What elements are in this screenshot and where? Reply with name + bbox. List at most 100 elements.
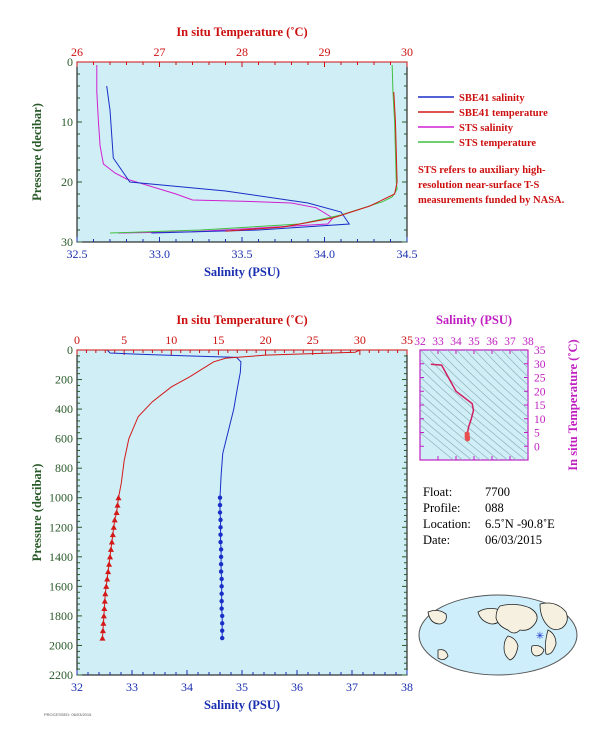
- bottom-pressure-tick-label: 1800: [49, 609, 73, 623]
- ts-density-contour: [474, 350, 528, 402]
- legend-label: SBE41 salinity: [459, 93, 525, 104]
- bottom-salinity-tick-label: 33: [126, 680, 138, 694]
- float-row: Float: 7700: [423, 484, 555, 500]
- bottom-series-line: [117, 349, 361, 498]
- map-land: [495, 604, 538, 634]
- top-temp-axis-title: In situ Temperature (˚C): [176, 25, 307, 39]
- bottom-temp-tick-label: 20: [260, 333, 272, 347]
- top-pressure-tick-label: 30: [61, 235, 73, 249]
- ts-density-contour: [420, 424, 464, 460]
- date-value: 06/03/2015: [485, 533, 542, 547]
- ts-temp-axis-title: In situ Temperature (˚C): [566, 339, 580, 470]
- bottom-pressure-tick-label: 1600: [49, 579, 73, 593]
- date-row: Date: 06/03/2015: [423, 532, 555, 548]
- top-series-line: [106, 85, 351, 234]
- ts-density-contour: [510, 350, 528, 369]
- ts-density-contour: [420, 376, 518, 460]
- bottom-pressure-tick-label: 2200: [49, 668, 73, 682]
- legend-label: SBE41 temperature: [459, 108, 548, 119]
- bottom-series-line: [106, 349, 242, 498]
- ts-density-contour: [492, 350, 528, 386]
- top-pressure-tick-label: 10: [61, 115, 73, 129]
- bottom-pressure-tick-label: 200: [55, 373, 73, 387]
- float-label: Float:: [423, 485, 453, 499]
- location-label: Location:: [423, 517, 471, 531]
- ts-temp-tick-label: 30: [534, 359, 546, 371]
- bottom-series-marker: [217, 495, 223, 500]
- bottom-pressure-tick-label: 800: [55, 461, 73, 475]
- top-temp-tick-label: 26: [71, 45, 83, 59]
- profile-label: Profile:: [423, 501, 461, 515]
- date-label: Date:: [423, 533, 451, 547]
- bottom-salinity-tick-label: 34: [181, 680, 193, 694]
- top-salinity-tick-label: 34.0: [314, 247, 335, 261]
- ts-temp-tick-label: 20: [534, 386, 546, 398]
- ts-salinity-tick-label: 36: [486, 336, 498, 348]
- ts-density-contour: [465, 350, 528, 410]
- top-plot-area: [76, 61, 408, 243]
- bottom-series-line: [219, 497, 223, 639]
- ts-density-contour: [420, 416, 473, 460]
- bottom-series-marker: [115, 494, 122, 501]
- bottom-pressure-axis-title: Pressure (decibar): [30, 464, 44, 562]
- ts-density-contours: [420, 350, 528, 460]
- ts-density-contour: [420, 384, 509, 460]
- ts-temp-tick-label: 0: [534, 441, 540, 453]
- ts-temp-tick-label: 35: [534, 345, 546, 357]
- ts-salinity-tick-label: 33: [432, 336, 444, 348]
- bottom-temp-tick-label: 0: [74, 333, 80, 347]
- bottom-series-line: [101, 497, 119, 639]
- map-land: [544, 629, 557, 655]
- ts-salinity-tick-label: 38: [522, 336, 534, 348]
- bottom-pressure-tick-label: 1200: [49, 520, 73, 534]
- ts-density-contour: [420, 408, 482, 460]
- map-land: [503, 635, 519, 661]
- ts-density-contour: [420, 431, 455, 460]
- profile-value: 088: [485, 501, 504, 515]
- map-land: [539, 602, 568, 630]
- bottom-salinity-tick-label: 36: [291, 680, 303, 694]
- bottom-pressure-tick-label: 0: [67, 343, 73, 357]
- bottom-salinity-tick-label: 38: [401, 680, 413, 694]
- legend-label: STS temperature: [459, 138, 536, 149]
- float-location-marker: ✳: [536, 631, 544, 642]
- ts-density-contour: [483, 350, 528, 394]
- ts-salinity-tick-label: 32: [414, 336, 426, 348]
- ts-salinity-axis-title: Salinity (PSU): [436, 313, 512, 327]
- top-series-line: [225, 91, 398, 232]
- bottom-pressure-tick-label: 400: [55, 402, 73, 416]
- ts-salinity-tick-label: 35: [468, 336, 480, 348]
- ts-density-contour: [420, 392, 500, 460]
- ts-temp-tick-label: 5: [534, 428, 540, 440]
- location-map: ✳: [418, 594, 578, 676]
- location-value: 6.5˚N -90.8˚E: [485, 517, 555, 531]
- ts-density-contour: [438, 350, 528, 433]
- location-row: Location: 6.5˚N -90.8˚E: [423, 516, 555, 532]
- top-pressure-axis-title: Pressure (decibar): [30, 103, 44, 201]
- ts-density-contour: [420, 358, 528, 456]
- top-series-line: [96, 65, 334, 234]
- ts-density-contour: [420, 367, 527, 460]
- bottom-salinity-tick-label: 32: [71, 680, 83, 694]
- bottom-plot-area: [76, 349, 408, 676]
- top-pressure-tick-label: 0: [67, 55, 73, 69]
- ts-salinity-tick-label: 37: [504, 336, 516, 348]
- processing-credit: PROCESSED: 06/03/2015: [44, 712, 92, 717]
- ts-salinity-tick-label: 34: [450, 336, 462, 348]
- bottom-temp-axis-title: In situ Temperature (˚C): [176, 313, 307, 327]
- ts-density-contour: [420, 350, 528, 448]
- ts-density-contour: [519, 350, 528, 360]
- ts-density-contour: [456, 350, 528, 418]
- bottom-salinity-tick-label: 37: [346, 680, 358, 694]
- map-land: [531, 645, 545, 657]
- ts-density-contour: [447, 350, 528, 426]
- ts-density-contour: [429, 350, 528, 441]
- map-land: [437, 649, 449, 660]
- bottom-temp-tick-label: 30: [354, 333, 366, 347]
- top-temp-tick-label: 30: [401, 45, 413, 59]
- bottom-temp-tick-label: 15: [212, 333, 224, 347]
- float-value: 7700: [485, 485, 510, 499]
- bottom-pressure-tick-label: 600: [55, 432, 73, 446]
